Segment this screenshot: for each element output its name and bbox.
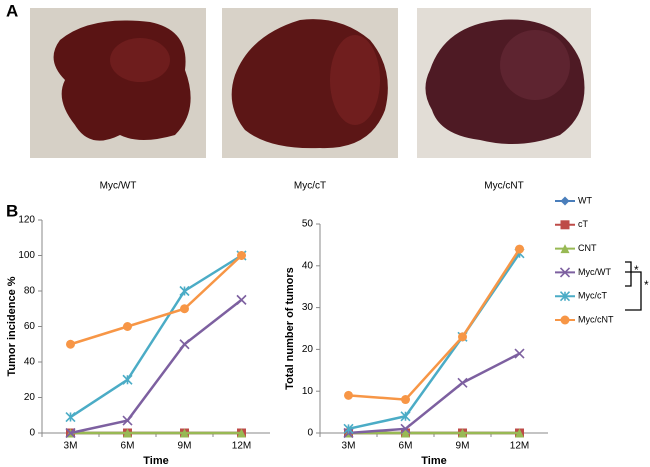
y-tick-label: 20	[24, 392, 36, 403]
x-axis-label: Time	[421, 455, 446, 467]
x-tick-label: 9M	[178, 441, 192, 452]
marker	[344, 390, 353, 400]
marker	[458, 428, 467, 438]
series-line	[348, 252, 521, 431]
legend-label: cT	[578, 219, 589, 229]
bracket	[625, 261, 632, 287]
photo-caption: Myc/cNT	[484, 181, 523, 192]
marker	[179, 285, 190, 297]
series-line	[348, 248, 521, 401]
marker	[122, 415, 133, 426]
legend-label: Myc/cT	[578, 291, 607, 301]
x-axis-label: Time	[143, 455, 168, 467]
marker	[122, 374, 133, 385]
marker	[236, 294, 247, 305]
y-tick-label: 40	[302, 260, 314, 271]
y-tick-label: 50	[302, 219, 314, 230]
x-tick-label: 6M	[399, 441, 413, 452]
marker	[401, 395, 410, 405]
marker	[515, 244, 524, 254]
y-axis-label: Tumor incidence %	[6, 276, 18, 376]
marker	[180, 428, 189, 438]
y-tick-label: 80	[24, 286, 36, 297]
marker	[180, 304, 189, 314]
photo	[30, 8, 206, 158]
marker	[179, 339, 190, 350]
marker	[65, 427, 76, 439]
marker	[559, 267, 571, 278]
marker	[560, 220, 570, 230]
y-axis-label: Total number of tumors	[284, 267, 296, 390]
y-tick-label: 0	[29, 428, 35, 439]
y-tick-label: 40	[24, 357, 36, 368]
marker	[401, 428, 410, 438]
series-line	[70, 298, 243, 435]
panel-label: B	[6, 201, 18, 220]
marker	[66, 339, 75, 349]
x-tick-label: 12M	[510, 441, 529, 452]
y-tick-label: 20	[302, 344, 314, 355]
marker	[343, 423, 354, 434]
series-line	[348, 352, 521, 435]
legend-label: Myc/cNT	[578, 314, 614, 324]
legend-label: CNT	[578, 243, 597, 253]
marker	[123, 428, 132, 438]
marker	[123, 322, 132, 331]
photo	[417, 8, 591, 158]
y-tick-label: 30	[302, 302, 314, 313]
photo-caption: Myc/cT	[294, 181, 326, 192]
panel-label: A	[6, 1, 18, 20]
series-line	[69, 254, 243, 419]
marker	[560, 315, 570, 325]
marker	[560, 196, 570, 206]
marker	[458, 332, 467, 342]
marker	[65, 411, 76, 423]
y-tick-label: 60	[24, 321, 36, 332]
marker	[515, 428, 524, 438]
x-tick-label: 3M	[342, 441, 356, 452]
marker	[237, 251, 246, 260]
photo	[222, 8, 398, 158]
marker	[457, 377, 468, 388]
marker	[237, 428, 246, 438]
annotation: *	[644, 278, 649, 292]
bracket	[625, 271, 642, 311]
marker	[560, 244, 570, 254]
marker	[400, 411, 411, 422]
legend-label: Myc/WT	[578, 267, 611, 277]
y-tick-label: 100	[18, 250, 35, 261]
photo-caption: Myc/WT	[100, 181, 137, 192]
y-tick-label: 10	[302, 386, 314, 397]
series-line	[70, 254, 243, 346]
annotation: *	[634, 263, 639, 277]
marker	[514, 348, 525, 359]
x-tick-label: 3M	[64, 441, 78, 452]
y-tick-label: 120	[18, 215, 35, 226]
x-tick-label: 12M	[232, 441, 251, 452]
x-tick-label: 6M	[121, 441, 135, 452]
marker	[559, 291, 571, 302]
y-tick-label: 0	[307, 428, 313, 439]
marker	[400, 423, 411, 434]
x-tick-label: 9M	[456, 441, 470, 452]
legend-label: WT	[578, 195, 592, 205]
